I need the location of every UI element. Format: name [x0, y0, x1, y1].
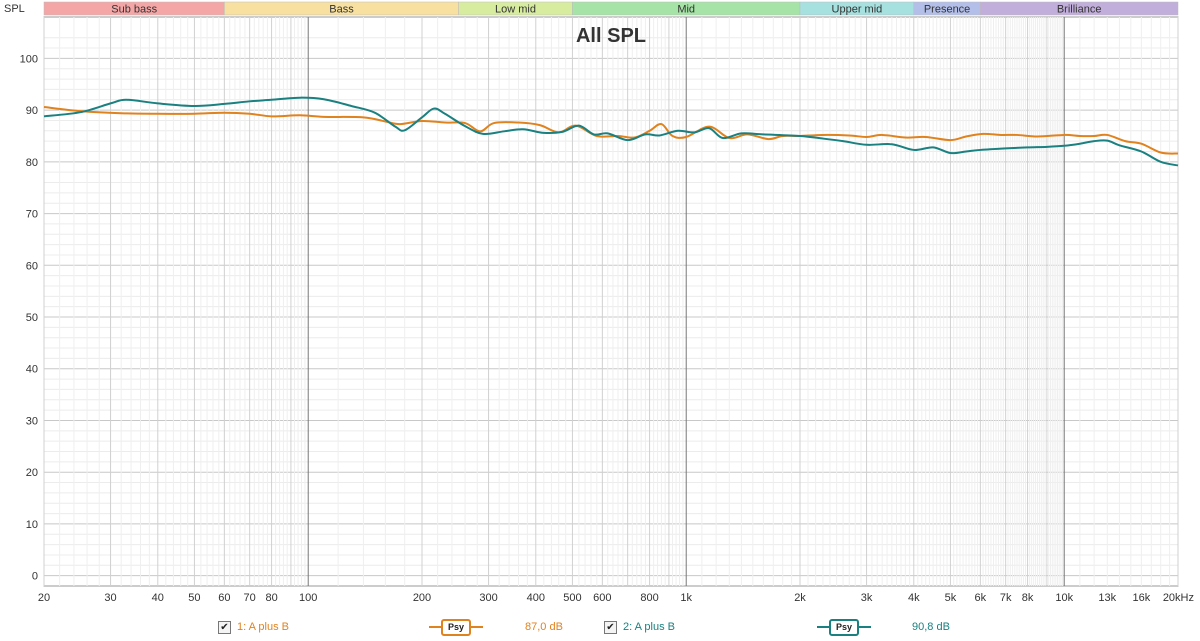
y-tick-label: 40 — [26, 364, 38, 376]
x-tick-label: 80 — [265, 592, 277, 604]
series-2-label: 2: A plus B — [623, 621, 675, 633]
x-tick-label: 20 — [38, 592, 50, 604]
band-brilliance — [980, 1, 1179, 16]
frequency-bands: Sub bass Bass Low mid Mid Upper mid Presence B… — [43, 1, 1179, 16]
x-tick-label: 800 — [640, 592, 658, 604]
series-1-psy-indicator[interactable]: Psy — [429, 617, 484, 637]
legend: ✔ 1: A plus B Psy 87,0 dB ✔ 2: A plus B … — [0, 617, 1200, 639]
x-tick-label: 20kHz — [1163, 592, 1194, 604]
x-tick-label: 500 — [563, 592, 581, 604]
band-label: Mid — [677, 4, 695, 16]
y-tick-label: 90 — [26, 105, 38, 117]
series-1-checkbox[interactable]: ✔ — [218, 620, 231, 634]
x-tick-label: 100 — [299, 592, 317, 604]
band-label: Sub bass — [111, 4, 157, 16]
x-tick-label: 1k — [680, 592, 692, 604]
legend-item-2[interactable]: ✔ 2: A plus B — [604, 617, 675, 637]
x-tick-label: 30 — [104, 592, 116, 604]
x-tick-label: 300 — [479, 592, 497, 604]
band-label: Upper mid — [832, 4, 883, 16]
grid — [43, 17, 1179, 586]
x-tick-label: 7k — [1000, 592, 1012, 604]
x-tick-labels: 20 30 40 50 60 70 80 100 200 300 400 500 600 800 1k 2k 3… — [38, 592, 1194, 604]
x-tick-label: 13k — [1098, 592, 1116, 604]
x-tick-label: 400 — [527, 592, 545, 604]
x-tick-label: 4k — [908, 592, 920, 604]
y-tick-label: 20 — [26, 467, 38, 479]
x-tick-label: 8k — [1022, 592, 1034, 604]
series-1-label: 1: A plus B — [237, 621, 289, 633]
psy-badge: Psy — [829, 618, 860, 636]
y-tick-label: 50 — [26, 312, 38, 324]
y-tick-label: 30 — [26, 415, 38, 427]
series-2-psy-indicator[interactable]: Psy — [817, 617, 872, 637]
y-tick-label: 100 — [20, 53, 38, 65]
band-label: Presence — [924, 4, 970, 16]
band-label: Brilliance — [1057, 4, 1102, 16]
legend-item-1[interactable]: ✔ 1: A plus B — [218, 617, 289, 637]
x-tick-label: 50 — [188, 592, 200, 604]
series-lines — [43, 96, 1179, 167]
psy-badge: Psy — [441, 618, 472, 636]
band-label: Bass — [329, 4, 354, 16]
y-axis-label: SPL — [4, 3, 25, 15]
x-tick-label: 200 — [413, 592, 431, 604]
y-tick-label: 0 — [32, 571, 38, 583]
y-tick-labels: 0 10 20 30 40 50 60 70 80 90 100 — [20, 53, 38, 582]
series-2-checkbox[interactable]: ✔ — [604, 620, 617, 634]
x-tick-label: 10k — [1055, 592, 1073, 604]
x-tick-label: 70 — [244, 592, 256, 604]
band-label: Low mid — [495, 4, 536, 16]
series-2-value: 90,8 dB — [912, 621, 950, 633]
y-tick-label: 10 — [26, 519, 38, 531]
x-tick-label: 3k — [861, 592, 873, 604]
x-tick-label: 6k — [975, 592, 987, 604]
series-line-1 — [43, 106, 1179, 155]
x-tick-label: 5k — [945, 592, 957, 604]
y-tick-label: 70 — [26, 209, 38, 221]
y-tick-label: 80 — [26, 157, 38, 169]
x-tick-label: 60 — [218, 592, 230, 604]
x-tick-label: 600 — [593, 592, 611, 604]
chart-title: All SPL — [576, 25, 646, 47]
y-tick-label: 60 — [26, 260, 38, 272]
x-tick-label: 40 — [152, 592, 164, 604]
x-tick-label: 16k — [1132, 592, 1150, 604]
series-1-value: 87,0 dB — [525, 621, 563, 633]
x-tick-label: 2k — [794, 592, 806, 604]
series-line-2 — [43, 96, 1179, 167]
